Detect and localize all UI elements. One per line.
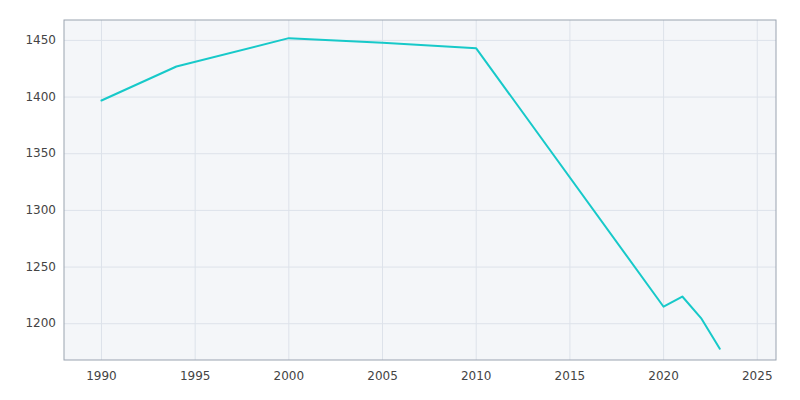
x-tick-label: 2020 <box>648 369 679 383</box>
x-tick-label: 2000 <box>274 369 305 383</box>
y-tick-label: 1250 <box>25 260 56 274</box>
y-tick-label: 1300 <box>25 203 56 217</box>
x-grid-line <box>757 20 758 360</box>
y-grid-line <box>64 97 776 98</box>
x-tick-label: 2015 <box>555 369 586 383</box>
plot-frame <box>64 20 776 360</box>
line <box>101 38 719 349</box>
chart-container: 1200 1250 1300 1350 1400 1450 1990 1995 2000 2005… <box>0 0 800 400</box>
x-grid-line <box>382 20 383 360</box>
y-grid-line <box>64 40 776 41</box>
x-tick-label: 2025 <box>742 369 773 383</box>
axes: 1200 1250 1300 1350 1400 1450 1990 1995 2000 2005… <box>25 33 772 383</box>
x-grid-line <box>663 20 664 360</box>
y-tick-label: 1450 <box>25 33 56 47</box>
x-grid-line <box>476 20 477 360</box>
y-grid-line <box>64 267 776 268</box>
x-tick-label: 2010 <box>461 369 492 383</box>
x-grid-line <box>288 20 289 360</box>
y-tick-label: 1400 <box>25 90 56 104</box>
y-grid-line <box>64 153 776 154</box>
x-tick-label: 1990 <box>86 369 117 383</box>
plot-background <box>64 20 776 360</box>
chart-svg: 1200 1250 1300 1350 1400 1450 1990 1995 2000 2005… <box>0 0 800 400</box>
x-tick-label: 1995 <box>180 369 211 383</box>
x-grid-line <box>569 20 570 360</box>
y-grid-line <box>64 323 776 324</box>
y-grid-line <box>64 210 776 211</box>
x-grid-line <box>101 20 102 360</box>
y-tick-label: 1200 <box>25 316 56 330</box>
x-grid-line <box>195 20 196 360</box>
y-tick-label: 1350 <box>25 146 56 160</box>
x-tick-label: 2005 <box>367 369 398 383</box>
data-layer <box>101 38 719 349</box>
grid <box>64 20 776 360</box>
